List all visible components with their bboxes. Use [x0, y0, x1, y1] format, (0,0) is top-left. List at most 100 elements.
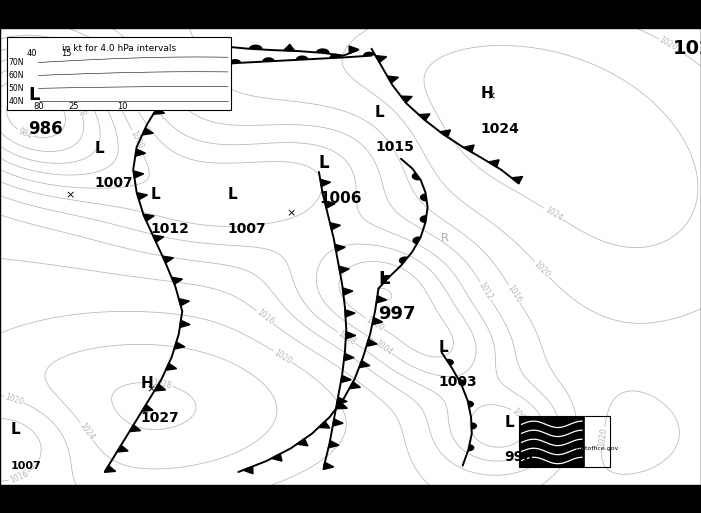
Text: 1012: 1012 [151, 222, 189, 236]
Bar [519, 417, 585, 466]
Polygon shape [297, 439, 308, 446]
Text: 997: 997 [379, 305, 416, 323]
Polygon shape [172, 277, 182, 284]
Text: 998: 998 [505, 450, 533, 464]
Polygon shape [335, 244, 345, 251]
Polygon shape [315, 48, 329, 54]
Polygon shape [318, 422, 330, 428]
Polygon shape [343, 288, 353, 295]
Text: 1012: 1012 [477, 280, 494, 301]
Text: 1006: 1006 [319, 191, 362, 206]
Polygon shape [468, 401, 474, 408]
Text: L: L [375, 105, 385, 120]
Text: 1007: 1007 [11, 461, 41, 471]
Polygon shape [320, 180, 331, 187]
Text: 25: 25 [69, 102, 79, 111]
Polygon shape [65, 83, 77, 89]
Text: 1020: 1020 [4, 392, 25, 407]
Polygon shape [217, 40, 228, 47]
Text: 1016: 1016 [505, 283, 523, 304]
Polygon shape [399, 256, 408, 264]
Text: L: L [95, 141, 104, 156]
Polygon shape [345, 310, 355, 317]
Polygon shape [336, 402, 347, 409]
Polygon shape [344, 353, 354, 361]
Polygon shape [174, 342, 185, 349]
Polygon shape [489, 160, 499, 167]
Polygon shape [179, 299, 189, 306]
Text: 1004: 1004 [373, 338, 394, 357]
Text: 1000: 1000 [365, 315, 386, 332]
Text: 15: 15 [62, 49, 72, 57]
Text: 1016: 1016 [8, 469, 29, 485]
Polygon shape [179, 320, 190, 328]
Polygon shape [163, 256, 173, 263]
Polygon shape [372, 318, 383, 325]
Polygon shape [197, 48, 208, 55]
Text: L: L [28, 86, 39, 104]
Text: 1004: 1004 [124, 92, 142, 113]
Polygon shape [142, 128, 154, 135]
Polygon shape [468, 444, 475, 451]
Polygon shape [376, 295, 387, 303]
Text: 80: 80 [33, 102, 44, 111]
Polygon shape [153, 235, 164, 242]
Polygon shape [182, 68, 193, 74]
Polygon shape [135, 149, 146, 156]
Text: R: R [441, 233, 449, 243]
Text: 1027: 1027 [140, 411, 179, 425]
Polygon shape [196, 62, 208, 67]
Polygon shape [387, 76, 398, 83]
Polygon shape [271, 454, 282, 461]
Polygon shape [446, 359, 454, 366]
Text: metoffice.gov: metoffice.gov [576, 446, 619, 451]
Text: 50N: 50N [8, 84, 24, 93]
Text: 1015: 1015 [375, 140, 414, 154]
Polygon shape [229, 59, 241, 64]
Polygon shape [325, 201, 335, 208]
Polygon shape [142, 405, 153, 411]
Text: H: H [480, 86, 493, 101]
Polygon shape [143, 214, 154, 221]
Polygon shape [420, 193, 427, 202]
Text: 70N: 70N [8, 58, 24, 67]
Polygon shape [440, 130, 451, 137]
Text: 102: 102 [673, 39, 701, 58]
Text: 1007: 1007 [228, 222, 266, 236]
Bar [7, 37, 231, 110]
Polygon shape [165, 363, 177, 370]
Polygon shape [296, 55, 308, 60]
Polygon shape [36, 93, 47, 100]
Text: 996: 996 [95, 93, 111, 110]
Text: L: L [11, 422, 20, 437]
Text: L: L [438, 340, 448, 354]
Text: 1004: 1004 [510, 406, 530, 426]
Polygon shape [367, 339, 377, 346]
Text: 40: 40 [27, 49, 36, 57]
Polygon shape [349, 382, 360, 389]
Text: H: H [140, 376, 153, 391]
Text: 988: 988 [73, 101, 87, 117]
Text: 1020: 1020 [658, 35, 679, 53]
Text: 1000: 1000 [128, 129, 144, 150]
Polygon shape [381, 275, 390, 283]
Text: 1003: 1003 [438, 375, 477, 389]
Polygon shape [323, 462, 334, 469]
Polygon shape [249, 45, 263, 50]
Text: 10: 10 [118, 102, 128, 111]
Polygon shape [97, 75, 109, 80]
Text: L: L [505, 415, 515, 430]
Text: L: L [379, 270, 390, 288]
Text: 1008: 1008 [336, 329, 358, 347]
Text: 1016: 1016 [254, 308, 275, 327]
Polygon shape [341, 376, 351, 383]
Polygon shape [104, 466, 116, 472]
Polygon shape [463, 145, 474, 152]
Text: 1024: 1024 [480, 122, 519, 135]
Text: L: L [319, 154, 329, 172]
Polygon shape [330, 223, 341, 230]
Text: 1007: 1007 [95, 176, 133, 190]
Polygon shape [512, 176, 523, 184]
Polygon shape [130, 425, 141, 431]
Polygon shape [162, 65, 175, 70]
